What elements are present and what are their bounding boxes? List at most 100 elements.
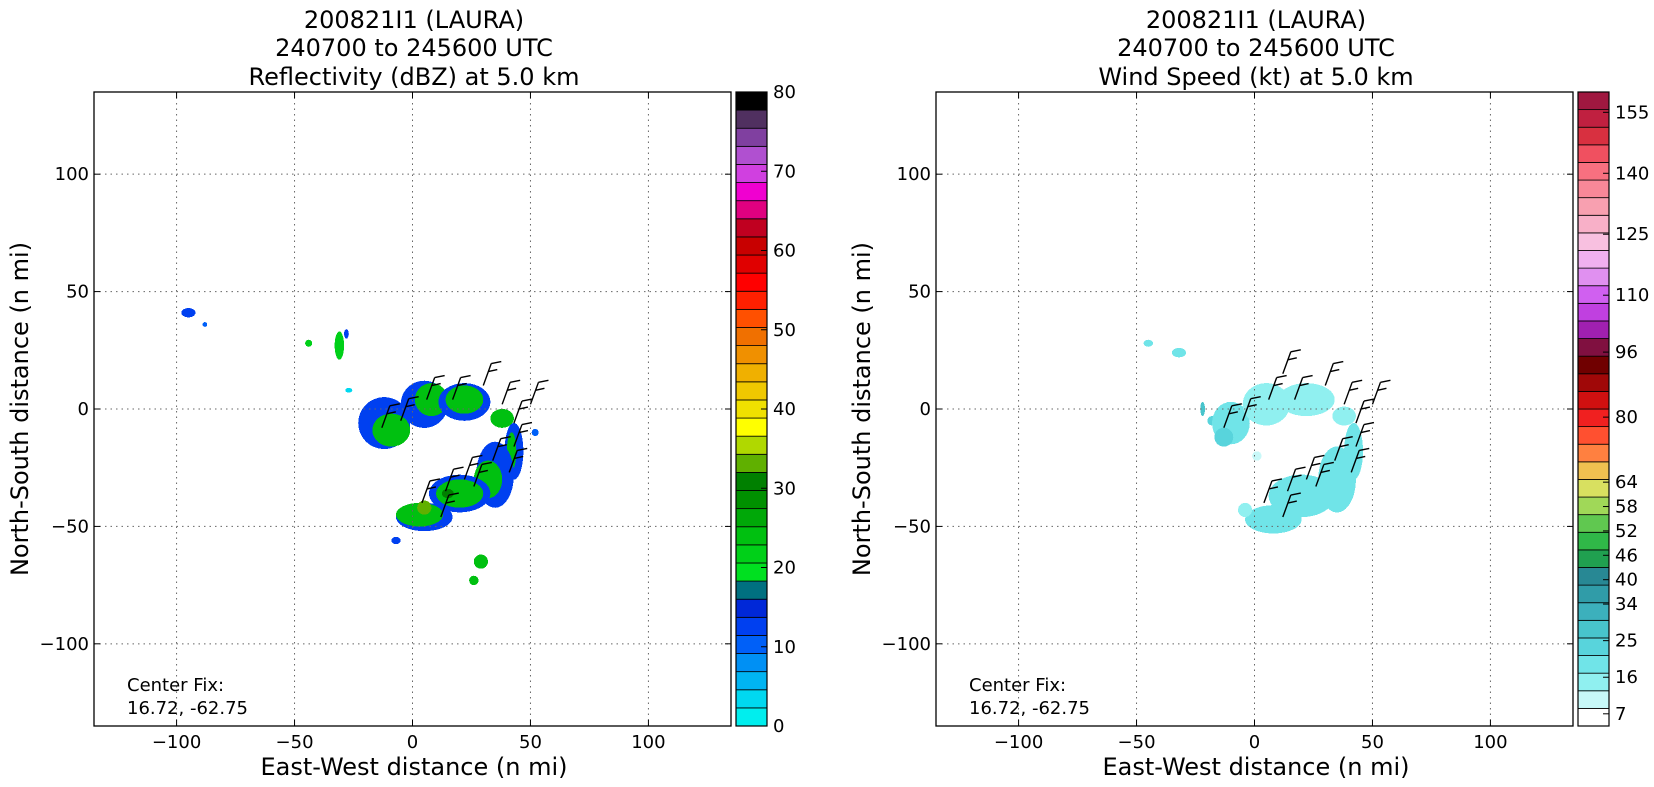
colorbar-tick-label: 40 [1615, 570, 1638, 591]
colorbar-frame [1577, 91, 1610, 727]
colorbar-segment [735, 182, 768, 202]
x-tick-label: 100 [631, 732, 665, 753]
colorbar-tick-label: 140 [1615, 163, 1649, 184]
colorbar-tick-label: 125 [1615, 224, 1649, 245]
chart-title-line-3: Reflectivity (dBZ) at 5.0 km [249, 63, 580, 91]
colorbar-segment [735, 435, 768, 455]
colorbar-segment [735, 417, 768, 437]
colorbar-segment [735, 218, 768, 238]
wind-barb [1268, 374, 1287, 400]
colorbar-segment [1577, 126, 1610, 146]
colorbar-segment [735, 254, 768, 274]
wind-barb [1315, 461, 1334, 487]
x-tick-label: −50 [276, 732, 314, 753]
colorbar-segment [1577, 373, 1610, 392]
field-cell [473, 554, 488, 569]
colorbar-segment [735, 236, 768, 256]
field-cell [305, 339, 313, 347]
wind-barb [501, 379, 521, 405]
field-cell [1332, 406, 1356, 426]
plot-area: −100 −50 0 50 100 −100 −50 0 50 100 [40, 91, 732, 753]
x-tick-label: −100 [152, 732, 201, 753]
chart-title-line-3: Wind Speed (kt) at 5.0 km [1098, 63, 1413, 91]
field-cell [441, 488, 454, 499]
colorbar-segment [735, 580, 768, 600]
radar-field [181, 308, 539, 586]
x-axis-label: East-West distance (n mi) [260, 753, 567, 781]
colorbar-tick-label: 50 [773, 320, 796, 341]
y-tick-label: −100 [882, 634, 931, 655]
colorbar-segment [1577, 302, 1610, 322]
y-tick-label: −50 [51, 516, 89, 537]
colorbar-tick-label: 25 [1615, 631, 1638, 652]
colorbar-segment [1577, 426, 1610, 445]
colorbar-segment [1577, 197, 1610, 216]
colorbar-segment [1577, 619, 1610, 639]
y-axis-label: North-South distance (n mi) [6, 242, 34, 576]
colorbar-segment [1577, 232, 1610, 251]
chart-title-line-2: 240700 to 245600 UTC [275, 34, 553, 62]
x-tick-label: −50 [1118, 732, 1156, 753]
wind-barb [1286, 466, 1306, 492]
grid [936, 92, 1573, 726]
wind-barb [400, 396, 419, 421]
colorbar-segment [735, 544, 768, 564]
field-cell [202, 322, 208, 327]
wind-barb [529, 379, 549, 405]
colorbar-segment [735, 363, 768, 383]
colorbar-tick-label: 52 [1615, 521, 1638, 542]
colorbar-segment [1577, 390, 1610, 410]
colorbar-segment [735, 290, 768, 310]
wind-barb [425, 374, 445, 400]
colorbar-segment [735, 635, 768, 654]
colorbar-tick-label: 10 [773, 637, 796, 658]
field-cell [1171, 347, 1187, 358]
colorbar-segment [735, 127, 768, 147]
colorbar-tick-label: 58 [1615, 497, 1638, 518]
wind-barb [1355, 421, 1375, 447]
colorbar-tick-label: 155 [1615, 102, 1649, 123]
field-cell [181, 308, 196, 318]
colorbar-segment [1577, 707, 1610, 727]
y-tick-label: 100 [55, 164, 89, 185]
colorbar-tick-label: 60 [773, 241, 796, 262]
field-cell [344, 329, 349, 339]
colorbar-segment [735, 109, 768, 129]
wind-barb [440, 492, 459, 518]
colorbar-segment [1577, 144, 1610, 163]
x-axis-label: East-West distance (n mi) [1102, 753, 1409, 781]
wind-barb [1263, 478, 1283, 504]
field-cell [395, 502, 444, 527]
wind-barb [1282, 492, 1301, 518]
chart-title-line-1: 200821I1 (LAURA) [1146, 6, 1366, 34]
wind-barb [1223, 403, 1242, 429]
colorbar-segment [1577, 584, 1610, 604]
colorbar-segment [1577, 179, 1610, 199]
colorbar-segment [1577, 461, 1610, 480]
colorbar-segment [735, 308, 768, 328]
field-cell [490, 408, 514, 428]
wind-speed-panel: 200821I1 (LAURA) 240700 to 245600 UTC Wi… [848, 6, 1649, 781]
wind-barb [463, 454, 483, 480]
field-cell [334, 331, 345, 360]
wind-barb [1242, 396, 1261, 421]
colorbar-segment [735, 671, 768, 691]
colorbar-segment [735, 707, 768, 727]
wind-barb [508, 447, 528, 473]
colorbar-segment [1577, 443, 1610, 463]
wind-barb [492, 435, 511, 461]
wind-barb [513, 421, 533, 447]
field-cell [1143, 339, 1154, 347]
wind-barbs [381, 360, 549, 518]
colorbar-segment [1577, 214, 1610, 234]
y-tick-label: 100 [897, 164, 931, 185]
x-tick-label: −100 [994, 732, 1043, 753]
wind-barb [421, 478, 441, 504]
wind-barb [1293, 374, 1313, 400]
colorbar-tick-label: 16 [1615, 667, 1638, 688]
wind-barb [1350, 447, 1370, 473]
field-cell [1245, 505, 1302, 534]
plot-area: −100 −50 0 50 100 −100 −50 0 50 100 [882, 91, 1574, 753]
colorbar-tick-label: 34 [1615, 594, 1638, 615]
